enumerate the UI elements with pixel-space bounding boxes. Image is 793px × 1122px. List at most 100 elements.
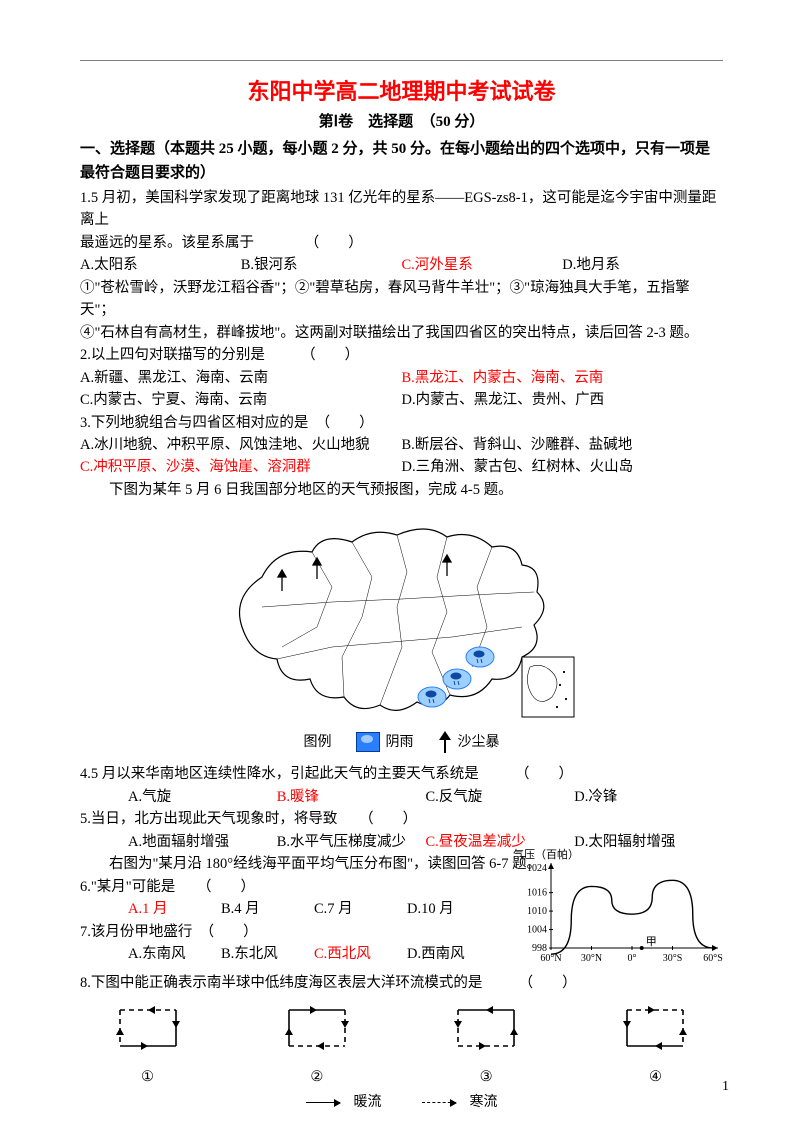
- q8-legend-warm: 暖流: [306, 1092, 382, 1114]
- q1-opt-a[interactable]: A.太阳系: [80, 254, 241, 276]
- rain-icon: [356, 732, 380, 752]
- dust-symbols: [278, 555, 451, 591]
- svg-text:30°N: 30°N: [581, 953, 602, 964]
- q8-legend: 暖流 寒流: [80, 1092, 723, 1114]
- q3-text: 3.下列地貌组合与四省区相对应的是 （ ）: [80, 412, 723, 434]
- q3-options-row1: A.冰川地貌、冲积平原、风蚀洼地、火山地貌 B.断层谷、背斜山、沙雕群、盐碱地: [80, 434, 723, 456]
- q1-options: A.太阳系 B.银河系 C.河外星系 D.地月系: [80, 254, 723, 276]
- q7-opt-c[interactable]: C.西北风: [314, 943, 407, 965]
- q8-warm-label: 暖流: [354, 1095, 382, 1110]
- dust-icon: [438, 731, 452, 753]
- q8-label-3: ③: [439, 1066, 534, 1088]
- q1-line1: 1.5 月初，美国科学家发现了距离地球 131 亿光年的星系——EGS-zs8-…: [80, 187, 723, 232]
- q1-opt-c[interactable]: C.河外星系: [402, 254, 563, 276]
- china-weather-map: [80, 507, 723, 725]
- svg-text:1016: 1016: [527, 888, 547, 899]
- exam-page: 东阳中学高二地理期中考试试卷 第Ⅰ卷 选择题 （50 分） 一、选择题（本题共 …: [0, 0, 793, 1122]
- couplets-line1: ①"苍松雪岭，沃野龙江稻谷香"；②"碧草毡房，春风马背牛羊壮"；③"琼海独具大手…: [80, 277, 723, 322]
- q6-text: 6."某月"可能是 （ ）: [80, 876, 500, 898]
- pressure-chart: 气压（百帕） 9981004101010161024 60°N30°N0°30°…: [513, 848, 723, 968]
- q1-opt-d[interactable]: D.地月系: [562, 254, 723, 276]
- solid-arrow-icon: [306, 1102, 340, 1103]
- q4-opt-c[interactable]: C.反气旋: [426, 786, 575, 808]
- legend-label: 图例: [304, 732, 332, 754]
- legend-rain: 阴雨: [356, 732, 414, 754]
- q2-options-row1: A.新疆、黑龙江、海南、云南 B.黑龙江、内蒙古、海南、云南: [80, 367, 723, 389]
- q5-opt-b[interactable]: B.水平气压梯度减少: [277, 831, 426, 853]
- chart-ylabel: 气压（百帕）: [513, 848, 579, 861]
- q5-opt-a[interactable]: A.地面辐射增强: [128, 831, 277, 853]
- top-rule: [80, 60, 723, 61]
- q8-box-3[interactable]: ③: [439, 1000, 534, 1088]
- q8-box-1[interactable]: ①: [100, 1000, 195, 1088]
- svg-text:1004: 1004: [527, 925, 547, 936]
- q6-options: A.1 月 B.4 月 C.7 月 D.10 月: [80, 898, 500, 920]
- legend-dust-label: 沙尘暴: [458, 732, 500, 754]
- q3-opt-c[interactable]: C.冲积平原、沙漠、海蚀崖、溶洞群: [80, 456, 402, 478]
- q8-legend-cold: 寒流: [422, 1092, 498, 1114]
- q7-opt-a[interactable]: A.东南风: [128, 943, 221, 965]
- q2-opt-c[interactable]: C.内蒙古、宁夏、海南、云南: [80, 389, 402, 411]
- q8-text: 8.下图中能正确表示南半球中低纬度海区表层大洋环流模式的是 （ ）: [80, 972, 723, 994]
- q2-opt-a[interactable]: A.新疆、黑龙江、海南、云南: [80, 367, 402, 389]
- chart-xticks: 60°N30°N0°30°S60°S: [540, 946, 722, 964]
- map-inset: [522, 657, 574, 717]
- q6-opt-a[interactable]: A.1 月: [128, 898, 221, 920]
- q8-diagrams: ① ② ③ ④: [80, 994, 723, 1088]
- svg-text:1024: 1024: [527, 863, 547, 874]
- q1-opt-b[interactable]: B.银河系: [241, 254, 402, 276]
- q8-box-4[interactable]: ④: [608, 1000, 703, 1088]
- q5-text: 5.当日，北方出现此天气现象时，将导致 （ ）: [80, 808, 723, 830]
- q7-opt-b[interactable]: B.东北风: [221, 943, 314, 965]
- section-heading: 一、选择题（本题共 25 小题，每小题 2 分，共 50 分。在每小题给出的四个…: [80, 138, 723, 185]
- q2-text: 2.以上四句对联描写的分别是 （ ）: [80, 344, 723, 366]
- q2-opt-b[interactable]: B.黑龙江、内蒙古、海南、云南: [402, 367, 724, 389]
- q7-options: A.东南风 B.东北风 C.西北风 D.西南风: [80, 943, 500, 965]
- y-arrow-icon: [548, 863, 554, 869]
- svg-text:甲: 甲: [646, 936, 657, 948]
- q8-svg-4: [615, 1000, 695, 1058]
- q4-text: 4.5 月以来华南地区连续性降水，引起此天气的主要天气系统是 （ ）: [80, 763, 723, 785]
- q2-options-row2: C.内蒙古、宁夏、海南、云南 D.内蒙古、黑龙江、贵州、广西: [80, 389, 723, 411]
- dashed-arrow-icon: [422, 1102, 456, 1103]
- map-legend: 图例 阴雨 沙尘暴: [80, 731, 723, 753]
- page-number: 1: [722, 1076, 729, 1098]
- q3-opt-b[interactable]: B.断层谷、背斜山、沙雕群、盐碱地: [402, 434, 724, 456]
- q3-options-row2: C.冲积平原、沙漠、海蚀崖、溶洞群 D.三角洲、蒙古包、红树林、火山岛: [80, 456, 723, 478]
- q6-opt-c[interactable]: C.7 月: [314, 898, 407, 920]
- couplets-line2: ④"石林自有高材生，群峰拔地"。这两副对联描绘出了我国四省区的突出特点，读后回答…: [80, 322, 723, 344]
- svg-text:1010: 1010: [527, 906, 547, 917]
- rain-areas: [418, 647, 494, 707]
- q6-q7-block: 6."某月"可能是 （ ） A.1 月 B.4 月 C.7 月 D.10 月 7…: [80, 876, 500, 966]
- svg-text:30°S: 30°S: [663, 953, 683, 964]
- chart-yticks: 9981004101010161024: [527, 863, 553, 954]
- q2-opt-d[interactable]: D.内蒙古、黑龙江、贵州、广西: [402, 389, 724, 411]
- map-intro: 下图为某年 5 月 6 日我国部分地区的天气预报图，完成 4-5 题。: [80, 479, 723, 501]
- q4-opt-b[interactable]: B.暖锋: [277, 786, 426, 808]
- china-outline: [239, 529, 543, 710]
- q6-opt-b[interactable]: B.4 月: [221, 898, 314, 920]
- q8-svg-2: [277, 1000, 357, 1058]
- q4-opt-d[interactable]: D.冷锋: [574, 786, 723, 808]
- q8-cold-label: 寒流: [470, 1095, 498, 1110]
- q6-opt-d[interactable]: D.10 月: [407, 898, 500, 920]
- svg-text:0°: 0°: [628, 953, 637, 964]
- q8-label-1: ①: [100, 1066, 195, 1088]
- exam-subtitle: 第Ⅰ卷 选择题 （50 分）: [80, 111, 723, 134]
- q8-label-2: ②: [269, 1066, 364, 1088]
- q1-line2: 最遥远的星系。该星系属于 （ ）: [80, 232, 723, 254]
- pressure-line: [551, 880, 713, 954]
- q4-opt-a[interactable]: A.气旋: [128, 786, 277, 808]
- q4-options: A.气旋 B.暖锋 C.反气旋 D.冷锋: [80, 786, 723, 808]
- q8-box-2[interactable]: ②: [269, 1000, 364, 1088]
- q3-opt-d[interactable]: D.三角洲、蒙古包、红树林、火山岛: [402, 456, 724, 478]
- q7-text: 7.该月份甲地盛行 （ ）: [80, 921, 500, 943]
- q8-svg-1: [108, 1000, 188, 1058]
- q3-opt-a[interactable]: A.冰川地貌、冲积平原、风蚀洼地、火山地貌: [80, 434, 402, 456]
- chart-marker: 甲: [640, 936, 657, 950]
- exam-title: 东阳中学高二地理期中考试试卷: [80, 75, 723, 109]
- legend-dust: 沙尘暴: [438, 731, 500, 753]
- q7-opt-d[interactable]: D.西南风: [407, 943, 500, 965]
- legend-rain-label: 阴雨: [386, 732, 414, 754]
- q8-label-4: ④: [608, 1066, 703, 1088]
